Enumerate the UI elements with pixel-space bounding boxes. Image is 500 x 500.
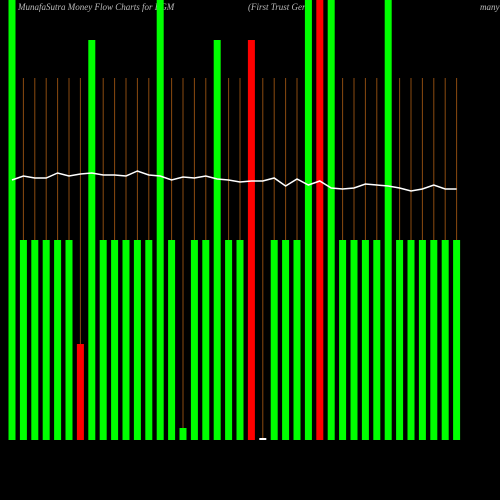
bar (133, 240, 141, 440)
bar (8, 0, 16, 440)
bar (156, 0, 164, 440)
chart-title: MunafaSutra Money Flow Charts for FGM (17, 2, 175, 12)
chart-subtitle: (First Trust Ger (248, 2, 306, 12)
bar (304, 0, 312, 440)
bar (65, 240, 73, 440)
bar (282, 240, 290, 440)
bar (236, 240, 244, 440)
bar (418, 240, 426, 440)
money-flow-line (11, 170, 457, 192)
bar (430, 240, 438, 440)
bar (42, 240, 50, 440)
chart-subtitle-end: many (480, 2, 500, 12)
bar (259, 438, 267, 440)
bar (54, 240, 62, 440)
bar (441, 240, 449, 440)
bar (316, 0, 324, 440)
bar (373, 240, 381, 440)
bar (384, 0, 392, 440)
bar (350, 240, 358, 440)
bar (122, 240, 130, 440)
bar (339, 240, 347, 440)
bar (361, 240, 369, 440)
bar (31, 240, 39, 440)
bar (190, 240, 198, 440)
bar (88, 40, 96, 440)
bar (247, 40, 255, 440)
bar (327, 0, 335, 440)
bar (270, 240, 278, 440)
bar (396, 240, 404, 440)
bar (19, 240, 27, 440)
bar (99, 240, 107, 440)
bar (111, 240, 119, 440)
bar (145, 240, 153, 440)
bar (453, 240, 461, 440)
bar (225, 240, 233, 440)
bar (202, 240, 210, 440)
bar (293, 240, 301, 440)
bar (179, 428, 187, 440)
bar (213, 40, 221, 440)
bar (407, 240, 415, 440)
bar (76, 344, 84, 440)
bar (168, 240, 176, 440)
